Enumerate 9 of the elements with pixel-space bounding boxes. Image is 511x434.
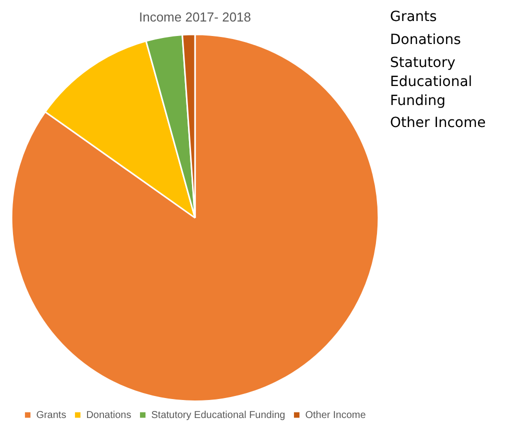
legend-label: Donations xyxy=(86,410,132,421)
text: Other Income xyxy=(390,114,487,134)
legend-label: Grants xyxy=(36,410,66,421)
text: Statutory Educational Funding xyxy=(390,54,474,110)
legend-label: Other Income xyxy=(305,410,366,421)
text: Grants xyxy=(390,8,438,27)
text: Donations xyxy=(390,30,462,50)
legend-label: Statutory Educational Funding xyxy=(151,410,286,421)
chart-title: Income 2017- 2018 xyxy=(138,9,252,24)
